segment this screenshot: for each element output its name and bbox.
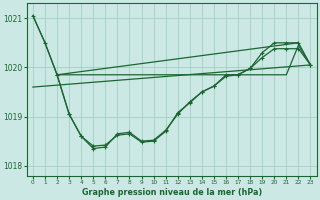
- X-axis label: Graphe pression niveau de la mer (hPa): Graphe pression niveau de la mer (hPa): [82, 188, 262, 197]
